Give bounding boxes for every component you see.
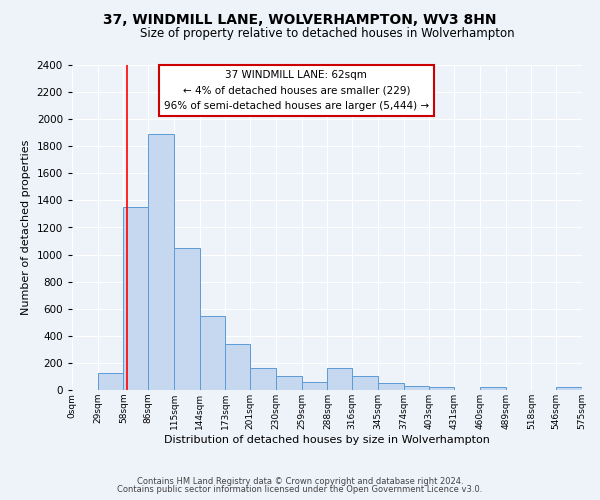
Bar <box>302 382 328 390</box>
Text: 37, WINDMILL LANE, WOLVERHAMPTON, WV3 8HN: 37, WINDMILL LANE, WOLVERHAMPTON, WV3 8H… <box>103 12 497 26</box>
Bar <box>250 368 276 390</box>
Text: Contains HM Land Registry data © Crown copyright and database right 2024.: Contains HM Land Registry data © Crown c… <box>137 477 463 486</box>
Bar <box>352 376 378 390</box>
Bar <box>480 388 506 390</box>
Bar <box>404 386 430 390</box>
Bar <box>226 344 250 390</box>
Bar <box>430 388 454 390</box>
Text: Contains public sector information licensed under the Open Government Licence v3: Contains public sector information licen… <box>118 485 482 494</box>
Bar <box>174 248 200 390</box>
Y-axis label: Number of detached properties: Number of detached properties <box>21 140 31 315</box>
Bar <box>124 207 148 390</box>
X-axis label: Distribution of detached houses by size in Wolverhampton: Distribution of detached houses by size … <box>164 434 490 444</box>
Bar <box>328 368 352 390</box>
Bar <box>98 373 124 390</box>
Bar <box>556 388 582 390</box>
Text: 37 WINDMILL LANE: 62sqm
← 4% of detached houses are smaller (229)
96% of semi-de: 37 WINDMILL LANE: 62sqm ← 4% of detached… <box>164 70 429 111</box>
Bar <box>378 382 404 390</box>
Title: Size of property relative to detached houses in Wolverhampton: Size of property relative to detached ho… <box>140 27 514 40</box>
Bar <box>200 316 226 390</box>
Bar <box>276 376 302 390</box>
Bar <box>148 134 174 390</box>
